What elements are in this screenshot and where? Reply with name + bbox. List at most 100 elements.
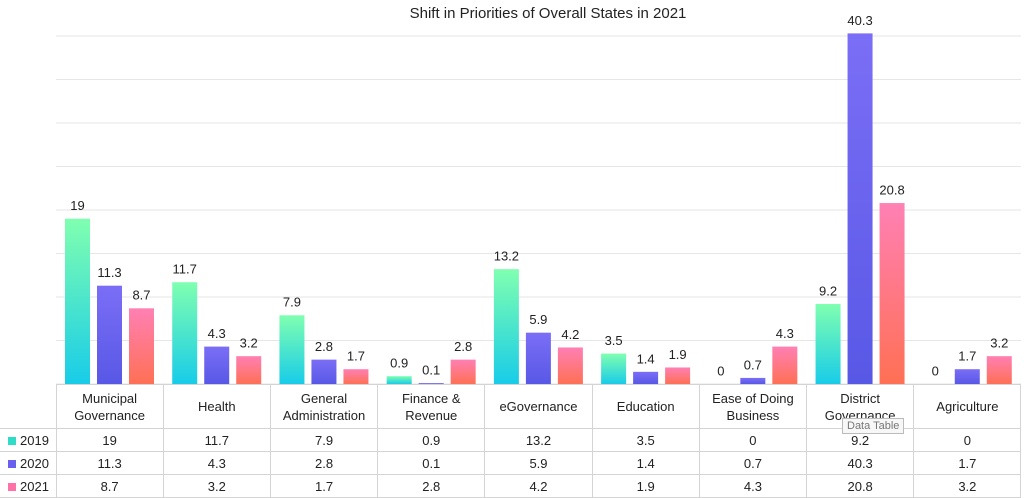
data-label: 1.7 (958, 349, 976, 364)
table-value: 13.2 (484, 428, 593, 452)
legend-label: 2019 (20, 432, 49, 448)
data-label: 19 (70, 198, 84, 213)
table-value: 2.8 (269, 451, 379, 475)
data-label: 0 (932, 363, 939, 378)
tooltip: Data Table (842, 418, 905, 434)
bar (311, 359, 337, 384)
bar (879, 203, 905, 384)
table-value: 0.9 (377, 428, 486, 452)
table-value: 4.2 (484, 474, 593, 498)
data-label: 2.8 (315, 339, 333, 354)
data-label: 2.8 (454, 339, 472, 354)
table-value: 5.9 (484, 451, 593, 475)
table-value: 1.7 (269, 474, 379, 498)
data-label: 13.2 (494, 249, 519, 264)
table-value: 4.3 (698, 474, 808, 498)
data-label: 3.2 (990, 336, 1008, 351)
category-label: Finance & Revenue (377, 384, 486, 429)
table-value: 40.3 (806, 451, 915, 475)
data-label: 3.2 (240, 336, 258, 351)
data-label: 9.2 (819, 283, 837, 298)
table-value: 0.7 (698, 451, 808, 475)
table-value: 3.2 (913, 474, 1022, 498)
chart: Shift in Priorities of Overall States in… (56, 5, 1021, 384)
data-label: 0.1 (422, 363, 440, 378)
bar (740, 377, 766, 384)
data-label: 1.7 (347, 349, 365, 364)
table-value: 3.2 (162, 474, 271, 498)
series-row: 2021 8.7 3.2 1.7 2.8 4.2 1.9 4.3 20.8 3.2 (0, 474, 1022, 498)
table-value: 1.7 (913, 451, 1022, 475)
bar (386, 376, 412, 384)
data-label: 20.8 (879, 182, 904, 197)
legend-swatch (8, 436, 16, 445)
legend-entry: 2020 (0, 451, 57, 475)
bar (815, 303, 841, 384)
bar (343, 369, 369, 384)
table-value: 7.9 (269, 428, 379, 452)
table-value: 4.3 (162, 451, 271, 475)
data-label: 0 (717, 363, 724, 378)
data-label: 5.9 (529, 312, 547, 327)
bar (129, 308, 154, 384)
bar (986, 356, 1012, 384)
table-value: 0.1 (377, 451, 486, 475)
data-label: 4.3 (208, 326, 226, 341)
legend-swatch (8, 459, 16, 468)
bar (493, 269, 519, 384)
table-value: 11.7 (162, 428, 271, 452)
legend-entry: 2021 (0, 474, 57, 498)
series-row: 2020 11.3 4.3 2.8 0.1 5.9 1.4 0.7 40.3 1.7 (0, 451, 1022, 475)
category-row: Municipal Governance Health General Admini… (0, 384, 1022, 429)
data-label: 0.7 (744, 357, 762, 372)
table-value: 3.5 (591, 428, 700, 452)
legend-swatch (8, 482, 16, 491)
data-table: Municipal Governance Health General Admini… (0, 384, 1022, 498)
table-value: 20.8 (806, 474, 915, 498)
legend-entry: 2019 (0, 428, 57, 452)
bar (633, 371, 659, 384)
category-label: Education (591, 384, 700, 429)
bar (557, 347, 583, 384)
data-label: 8.7 (132, 288, 150, 303)
bar (772, 346, 798, 384)
table-value: 8.7 (55, 474, 164, 498)
category-label: General Administration (269, 384, 379, 429)
bar (172, 282, 198, 384)
bar (236, 356, 262, 384)
bar (418, 383, 444, 384)
table-value: 1.9 (591, 474, 700, 498)
data-label: 3.5 (605, 333, 623, 348)
bar (97, 285, 122, 384)
data-label: 4.2 (561, 327, 579, 342)
legend-label: 2020 (20, 455, 49, 471)
chart-title: Shift in Priorities of Overall States in… (410, 5, 687, 22)
bar (279, 315, 305, 384)
category-label: Municipal Governance (55, 384, 164, 429)
category-label: Health (162, 384, 271, 429)
table-value: 0 (913, 428, 1022, 452)
category-label: Agriculture (913, 384, 1022, 429)
table-value: 2.8 (377, 474, 486, 498)
bar (601, 353, 627, 384)
data-label: 1.4 (637, 351, 655, 366)
data-label: 40.3 (847, 13, 872, 28)
data-label: 7.9 (283, 295, 301, 310)
bar (847, 33, 873, 384)
category-label: Ease of Doing Business (698, 384, 808, 429)
table-value: 11.3 (55, 451, 164, 475)
data-label: 11.3 (97, 265, 121, 280)
data-label: 11.7 (173, 262, 197, 277)
bar (450, 359, 476, 384)
series-row: 2019 19 11.7 7.9 0.9 13.2 3.5 0 9.2 0 (0, 428, 1022, 452)
table-value: 0 (698, 428, 808, 452)
corner-cell (0, 385, 56, 429)
data-label: 1.9 (669, 347, 687, 362)
bar (65, 218, 90, 384)
category-label: eGovernance (484, 384, 593, 429)
data-label: 4.3 (776, 326, 794, 341)
legend-label: 2021 (20, 478, 49, 494)
bar (665, 367, 691, 384)
bar (204, 346, 230, 384)
